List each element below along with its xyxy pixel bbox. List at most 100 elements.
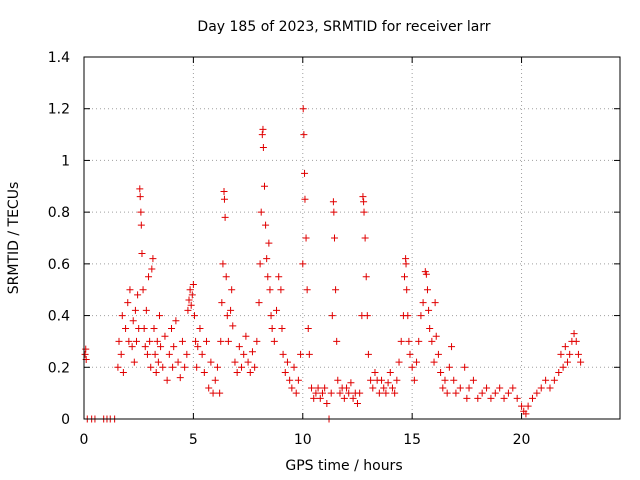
data-point <box>332 286 340 294</box>
data-point <box>323 399 331 407</box>
data-point <box>181 363 189 371</box>
data-point <box>194 343 202 351</box>
data-point <box>406 350 414 358</box>
data-point <box>82 345 90 353</box>
data-point <box>478 389 486 397</box>
data-point <box>359 193 367 201</box>
data-point <box>301 195 309 203</box>
y-tick-label: 0 <box>61 412 70 428</box>
data-point <box>572 337 580 345</box>
data-point <box>192 337 200 345</box>
data-point <box>367 376 375 384</box>
data-point <box>258 131 266 139</box>
data-point <box>574 350 582 358</box>
data-point <box>393 376 401 384</box>
data-point <box>128 343 136 351</box>
data-point <box>375 389 383 397</box>
data-point <box>300 131 308 139</box>
data-point <box>491 389 499 397</box>
data-point <box>115 337 123 345</box>
data-point <box>242 332 250 340</box>
data-point <box>308 384 316 392</box>
data-point <box>504 389 512 397</box>
x-tick-label: 20 <box>513 432 531 448</box>
data-point <box>310 394 318 402</box>
y-tick-label: 1.2 <box>48 102 70 118</box>
data-point <box>170 343 178 351</box>
data-point <box>155 312 163 320</box>
data-point <box>283 358 291 366</box>
data-point <box>281 368 289 376</box>
data-point <box>397 337 405 345</box>
data-point <box>434 350 442 358</box>
data-point <box>142 306 150 314</box>
data-point <box>347 379 355 387</box>
data-point <box>410 376 418 384</box>
data-point <box>146 337 154 345</box>
plot-frame <box>83 56 621 420</box>
data-point <box>533 389 541 397</box>
data-point <box>426 325 434 332</box>
data-point <box>268 325 276 332</box>
y-tick-label: 1 <box>61 153 70 169</box>
data-point <box>169 363 177 371</box>
data-point <box>513 394 521 402</box>
data-point <box>425 306 433 314</box>
data-point <box>260 182 268 190</box>
data-point <box>139 286 147 294</box>
data-point <box>148 265 156 273</box>
data-point <box>395 358 403 366</box>
data-point <box>152 368 160 376</box>
data-point <box>316 394 324 402</box>
x-axis-title: GPS time / hours <box>285 458 402 474</box>
data-point <box>303 286 311 294</box>
data-point <box>221 213 229 221</box>
y-tick-label: 1.4 <box>48 50 70 66</box>
data-point <box>542 376 550 384</box>
data-point <box>219 260 227 268</box>
data-point <box>209 389 217 397</box>
data-point <box>222 273 230 281</box>
data-point <box>133 337 141 345</box>
data-point <box>262 221 270 229</box>
data-point <box>401 273 409 281</box>
data-point <box>168 325 176 332</box>
data-point <box>256 260 264 268</box>
data-point <box>384 379 392 387</box>
data-point <box>483 384 491 392</box>
data-point <box>270 337 278 345</box>
data-point <box>423 286 431 294</box>
data-point <box>125 337 133 345</box>
data-point <box>340 394 348 402</box>
data-point <box>428 337 436 345</box>
data-point <box>404 312 412 320</box>
data-point <box>136 193 144 201</box>
data-point <box>559 363 567 371</box>
data-point <box>349 394 357 402</box>
data-point <box>518 402 526 410</box>
data-point <box>445 363 453 371</box>
data-point <box>364 350 372 358</box>
data-point <box>223 312 231 320</box>
data-point <box>314 384 322 392</box>
x-tick-label: 5 <box>189 432 198 448</box>
data-point <box>240 350 248 358</box>
data-point <box>448 343 456 351</box>
data-point <box>286 376 294 384</box>
data-point <box>500 394 508 402</box>
data-point <box>130 358 138 366</box>
data-point <box>463 394 471 402</box>
data-point <box>186 286 194 294</box>
data-point <box>405 337 413 345</box>
data-point <box>126 286 134 294</box>
data-point <box>299 260 307 268</box>
y-tick-label: 0.4 <box>48 309 70 325</box>
data-point <box>153 337 161 345</box>
data-point <box>137 221 145 229</box>
x-tick-label: 0 <box>80 432 89 448</box>
data-point <box>117 350 125 358</box>
data-point <box>150 325 158 332</box>
data-point <box>570 330 578 338</box>
data-point <box>305 350 313 358</box>
data-point <box>334 376 342 384</box>
